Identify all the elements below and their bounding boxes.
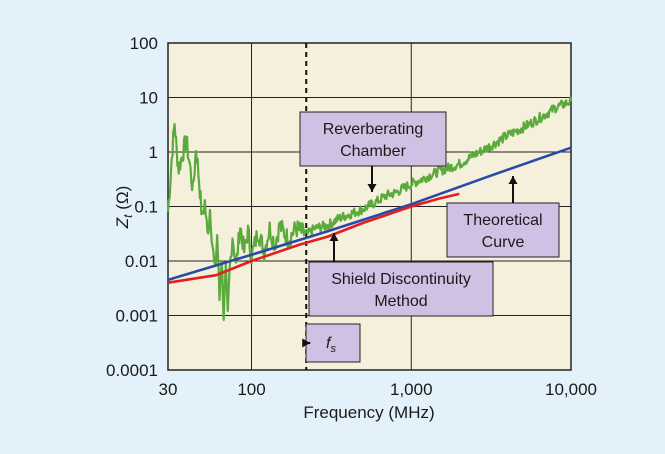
annotation-shield-box bbox=[308, 261, 494, 317]
annotation-reverberating-line2: Chamber bbox=[340, 143, 406, 160]
annotation-shield-arrow-head bbox=[329, 233, 339, 241]
fs-label-arrow-head bbox=[302, 338, 311, 348]
y-tick-label: 0.001 bbox=[115, 307, 158, 326]
annotation-reverberating-line1: Reverberating bbox=[323, 121, 424, 138]
y-axis-title-unit: (Ω) bbox=[113, 186, 132, 215]
annotation-reverberating-arrow-head bbox=[367, 184, 377, 192]
y-axis-title: Zt (Ω) bbox=[113, 186, 135, 230]
y-tick-label: 0.01 bbox=[125, 252, 158, 271]
x-tick-label: 1,000 bbox=[390, 380, 433, 399]
y-axis-title-sub: t bbox=[121, 214, 135, 218]
series-reverberating-line bbox=[166, 96, 573, 322]
fs-label-main: f bbox=[326, 335, 332, 352]
annotation-shield-line2: Method bbox=[374, 293, 427, 310]
fs-label: fs bbox=[326, 335, 336, 355]
x-axis-title: Frequency (MHz) bbox=[303, 403, 434, 422]
y-tick-label: 0.0001 bbox=[106, 361, 158, 380]
annotation-shield-line1: Shield Discontinuity bbox=[331, 271, 471, 288]
x-tick-label: 10,000 bbox=[545, 380, 597, 399]
fs-label-sub: s bbox=[330, 343, 336, 355]
annotation-theoretical-line2: Curve bbox=[482, 234, 525, 251]
series-theoretical-line bbox=[167, 146, 572, 282]
y-tick-label: 100 bbox=[130, 34, 158, 53]
fs-label-box bbox=[305, 323, 361, 363]
series-shield-line bbox=[167, 192, 460, 284]
annotation-theoretical-line1: Theoretical bbox=[463, 212, 542, 229]
x-tick-label: 30 bbox=[159, 380, 178, 399]
y-tick-label: 0.1 bbox=[134, 198, 158, 217]
tick-labels: 30 100 1,000 10,000 0.0001 0.001 0.01 0.1 1 10 100 bbox=[106, 34, 597, 399]
y-tick-label: 10 bbox=[139, 89, 158, 108]
x-tick-label: 100 bbox=[237, 380, 265, 399]
annotation-theoretical-box bbox=[446, 202, 560, 258]
y-axis-title-main: Z bbox=[113, 217, 132, 229]
y-tick-label: 1 bbox=[149, 143, 158, 162]
series-group bbox=[166, 96, 573, 322]
annotations: Reverberating Chamber Theoretical Curve Shie… bbox=[299, 111, 560, 363]
annotation-theoretical-arrow-head bbox=[508, 176, 518, 184]
